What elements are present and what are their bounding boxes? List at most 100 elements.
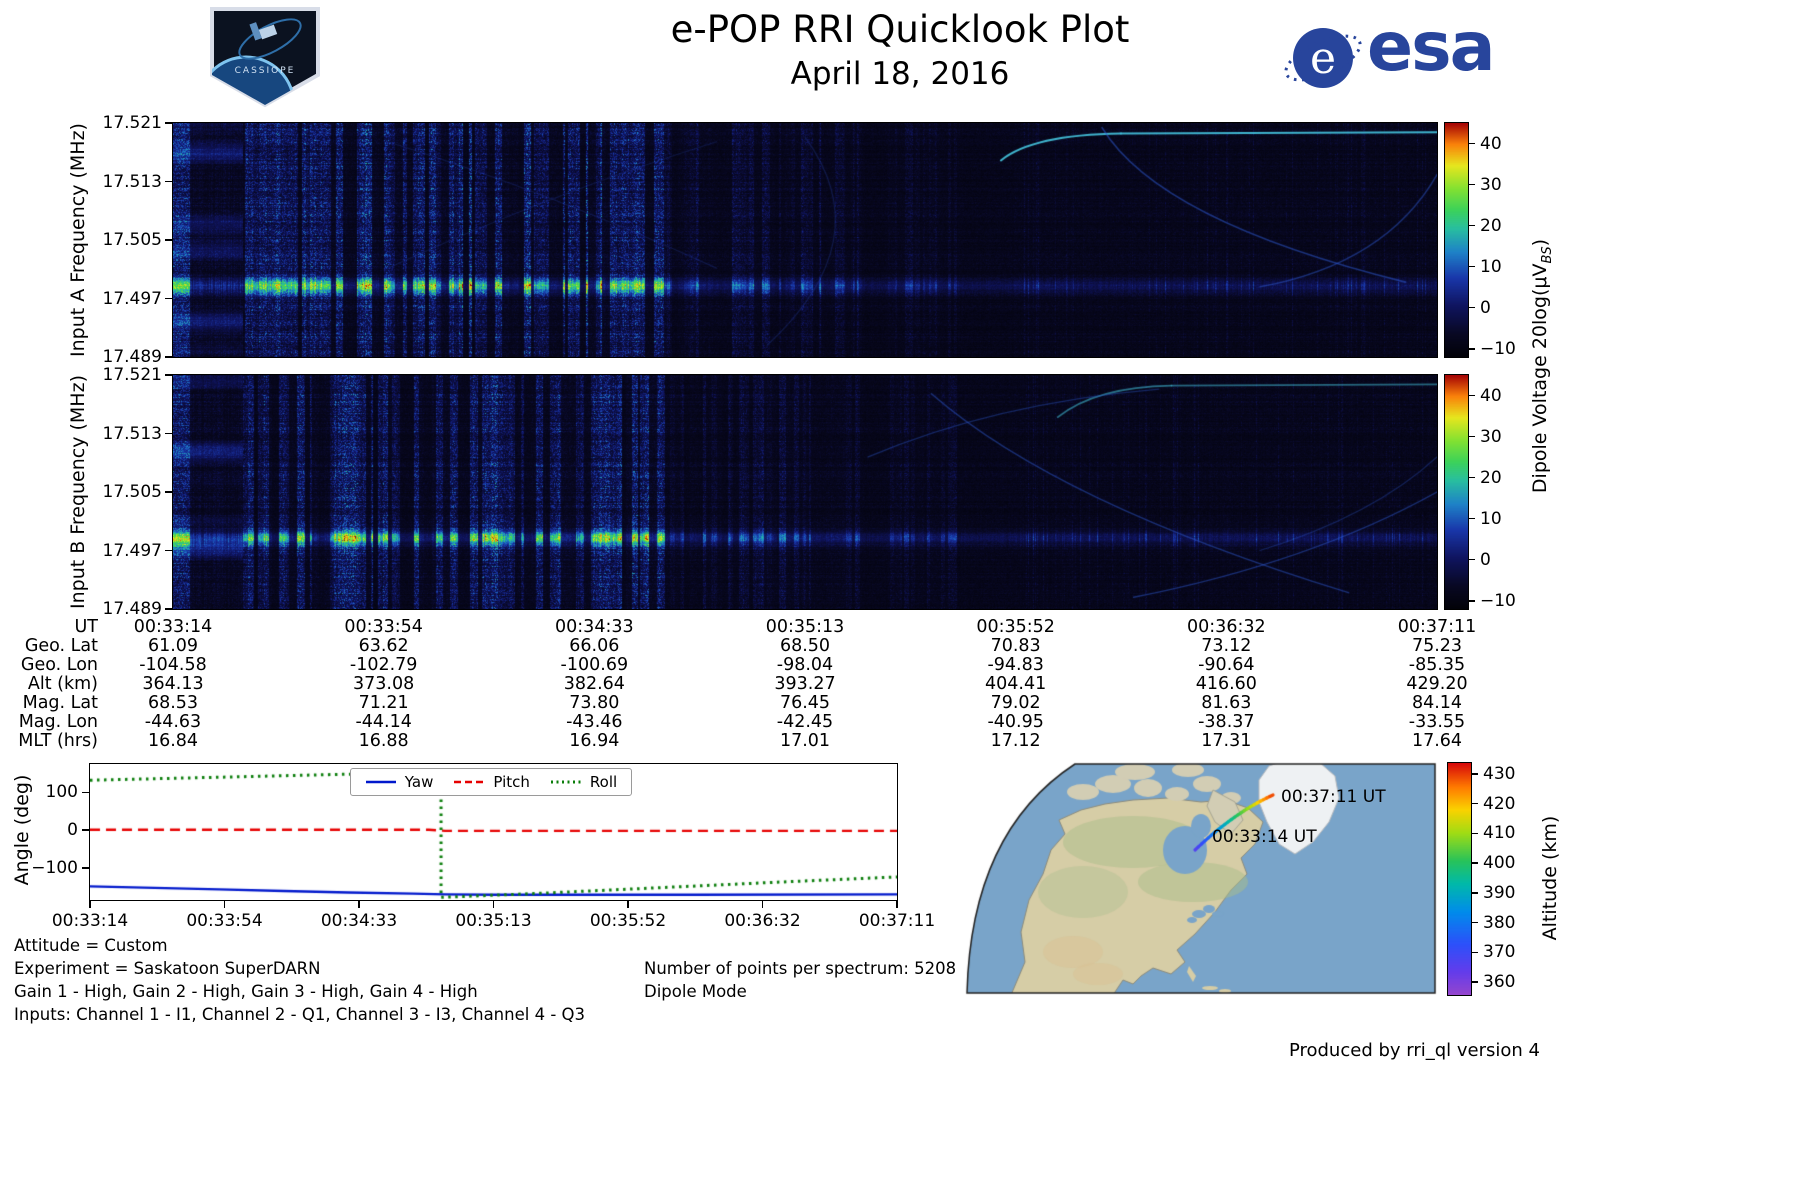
freq-tick-mark bbox=[164, 180, 172, 183]
angle-x-tick-mark bbox=[358, 901, 360, 909]
footer-attitude: Attitude = Custom bbox=[14, 936, 168, 955]
track-start-time-label: 00:33:14 UT bbox=[1212, 827, 1317, 847]
ephemeris-cell: 16.84 bbox=[147, 731, 199, 751]
colorbar-tick-mark bbox=[1469, 435, 1476, 438]
angle-x-tick-label: 00:35:13 bbox=[455, 911, 532, 931]
ephemeris-cell: -98.04 bbox=[776, 655, 834, 675]
voltage-colorbar-a bbox=[1444, 121, 1469, 358]
voltage-label-suffix: ) bbox=[1529, 238, 1551, 247]
ephemeris-cell: -33.55 bbox=[1408, 712, 1466, 732]
altitude-tick-label: 420 bbox=[1483, 793, 1516, 814]
cassiope-patch-icon: CASSIOPE bbox=[210, 7, 320, 108]
track-end-time-label: 00:37:11 UT bbox=[1281, 787, 1386, 807]
altitude-tick-mark bbox=[1472, 832, 1479, 835]
angle-y-tick-label: −100 bbox=[31, 857, 78, 878]
freq-tick-label: 17.489 bbox=[102, 599, 162, 619]
colorbar-tick-label: 40 bbox=[1480, 385, 1502, 406]
ephemeris-cell: -44.63 bbox=[144, 712, 202, 732]
ephemeris-cell: -38.37 bbox=[1198, 712, 1255, 732]
altitude-tick-label: 380 bbox=[1483, 912, 1516, 933]
esa-wordmark: esa bbox=[1367, 8, 1495, 87]
altitude-tick-mark bbox=[1472, 802, 1479, 805]
ephemeris-cell: 364.13 bbox=[142, 674, 204, 694]
altitude-tick-label: 400 bbox=[1483, 853, 1516, 874]
angle-x-tick-label: 00:37:11 bbox=[858, 911, 936, 931]
ephemeris-row-label: UT bbox=[74, 617, 99, 637]
ephemeris-cell: 66.06 bbox=[569, 636, 620, 656]
ephemeris-cell: 00:33:54 bbox=[344, 617, 423, 637]
colorbar-tick-mark bbox=[1469, 265, 1476, 268]
pitch-line-swatch-icon bbox=[454, 780, 485, 784]
figure-date: April 18, 2016 bbox=[790, 56, 1010, 92]
freq-tick-label: 17.521 bbox=[102, 113, 162, 133]
freq-tick-label: 17.513 bbox=[102, 171, 162, 192]
freq-tick-mark bbox=[164, 374, 172, 376]
ephemeris-cell: 00:36:32 bbox=[1187, 617, 1266, 637]
colorbar-tick-label: 30 bbox=[1480, 426, 1502, 447]
colorbar-tick-label: −10 bbox=[1480, 590, 1516, 611]
colorbar-tick-mark bbox=[1469, 476, 1476, 479]
footer-gains: Gain 1 - High, Gain 2 - High, Gain 3 - H… bbox=[14, 982, 478, 1001]
ephemeris-row-label: Mag. Lat bbox=[22, 693, 98, 713]
ephemeris-cell: 16.88 bbox=[358, 731, 409, 751]
ephemeris-cell: 416.60 bbox=[1195, 674, 1257, 694]
ephemeris-cell: 71.21 bbox=[358, 693, 409, 713]
colorbar-tick-label: 20 bbox=[1480, 215, 1502, 236]
ephemeris-cell: 75.23 bbox=[1411, 636, 1463, 656]
ephemeris-cell: 17.31 bbox=[1201, 731, 1252, 751]
legend-label-pitch: Pitch bbox=[493, 772, 530, 791]
ephemeris-cell: 16.94 bbox=[569, 731, 620, 751]
ground-track-map bbox=[963, 762, 1437, 995]
colorbar-tick-mark bbox=[1469, 306, 1476, 309]
angle-x-tick-label: 00:33:14 bbox=[51, 911, 129, 931]
ephemeris-row-label: Alt (km) bbox=[27, 674, 98, 694]
freq-tick-mark bbox=[164, 491, 172, 493]
colorbar-tick-mark bbox=[1469, 348, 1476, 350]
esa-logo: e esa bbox=[1283, 8, 1513, 104]
altitude-colorbar-label: Altitude (km) bbox=[1539, 815, 1561, 941]
altitude-tick-mark bbox=[1472, 951, 1479, 954]
angle-x-tick-label: 00:33:54 bbox=[186, 911, 263, 931]
freq-tick-mark bbox=[164, 549, 172, 552]
colorbar-tick-label: 40 bbox=[1480, 133, 1502, 154]
ephemeris-cell: -85.35 bbox=[1408, 655, 1466, 675]
footer-experiment: Experiment = Saskatoon SuperDARN bbox=[14, 959, 321, 978]
ephemeris-cell: 61.09 bbox=[147, 636, 199, 656]
altitude-tick-mark bbox=[1472, 921, 1479, 924]
freq-tick-label: 17.497 bbox=[102, 288, 162, 309]
colorbar-tick-label: 0 bbox=[1480, 297, 1491, 318]
legend-item-pitch: Pitch bbox=[453, 773, 530, 791]
colorbar-tick-label: 30 bbox=[1480, 174, 1502, 195]
ephemeris-cell: 00:35:52 bbox=[976, 617, 1055, 637]
altitude-tick-label: 430 bbox=[1483, 763, 1516, 784]
angle-x-tick-mark bbox=[896, 901, 898, 909]
ephemeris-cell: 00:35:13 bbox=[765, 617, 845, 637]
ephemeris-cell: 393.27 bbox=[774, 674, 836, 694]
ephemeris-row-label: Geo. Lat bbox=[24, 636, 98, 656]
angle-x-tick-label: 00:34:33 bbox=[320, 911, 398, 931]
colorbar-tick-label: 10 bbox=[1480, 508, 1502, 529]
ephemeris-cell: -94.83 bbox=[987, 655, 1044, 675]
angle-x-tick-label: 00:36:32 bbox=[724, 911, 801, 931]
freq-tick-label: 17.521 bbox=[102, 365, 162, 385]
freq-tick-label: 17.489 bbox=[102, 347, 162, 367]
colorbar-tick-mark bbox=[1469, 142, 1476, 145]
ephemeris-cell: 00:37:11 bbox=[1397, 617, 1477, 637]
ephemeris-row-label: MLT (hrs) bbox=[18, 731, 98, 751]
ephemeris-cell: 373.08 bbox=[353, 674, 415, 694]
altitude-tick-mark bbox=[1472, 892, 1479, 894]
voltage-label-prefix: Dipole Voltage 20log(μV bbox=[1529, 263, 1551, 494]
freq-tick-label: 17.505 bbox=[102, 482, 162, 502]
altitude-tick-label: 370 bbox=[1483, 942, 1516, 963]
angle-x-tick-label: 00:35:52 bbox=[589, 911, 667, 931]
angle-y-tick-mark bbox=[81, 829, 89, 831]
ephemeris-cell: 68.50 bbox=[779, 636, 831, 656]
ephemeris-cell: -44.14 bbox=[355, 712, 412, 732]
angle-x-tick-mark bbox=[761, 901, 764, 909]
angle-x-tick-mark bbox=[627, 901, 629, 909]
produced-by-note: Produced by rri_ql version 4 bbox=[1288, 1040, 1540, 1061]
colorbar-tick-mark bbox=[1469, 224, 1476, 227]
ephemeris-cell: -90.64 bbox=[1198, 655, 1255, 675]
ephemeris-cell: 76.45 bbox=[779, 693, 831, 713]
